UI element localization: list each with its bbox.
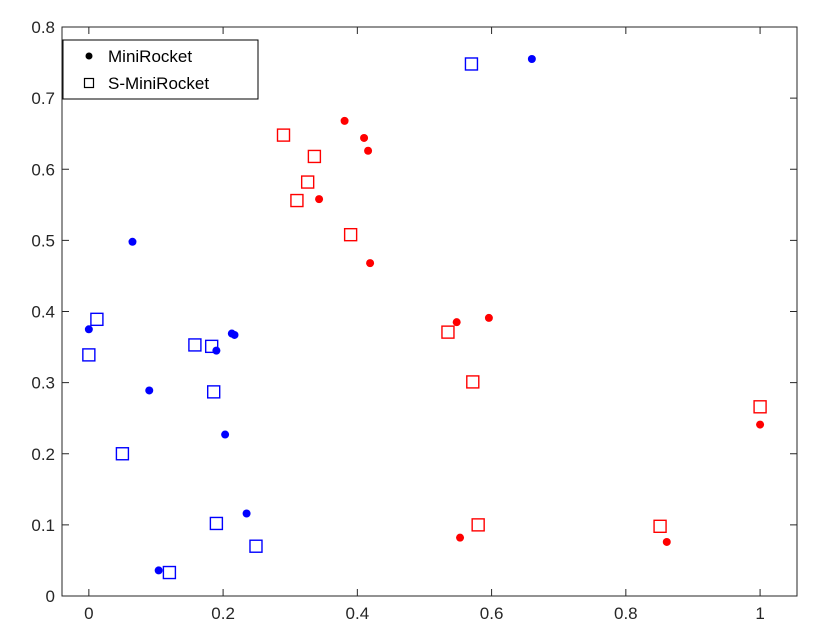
x-tick-label: 0.4 [346, 604, 370, 623]
y-tick-label: 0.6 [31, 160, 55, 179]
legend-marker [85, 52, 93, 60]
minirocket-point [662, 537, 671, 546]
minirocket-point [456, 533, 465, 542]
minirocket-point [527, 55, 536, 64]
minirocket-point [452, 318, 461, 327]
minirocket-point [84, 325, 93, 334]
minirocket-point [128, 237, 137, 246]
y-tick-label: 0.5 [31, 231, 55, 250]
s-minirocket-point [188, 338, 202, 352]
s-minirocket-point [466, 375, 480, 389]
minirocket-point [230, 330, 239, 339]
minirocket-point [212, 346, 221, 355]
x-tick-label: 0 [84, 604, 93, 623]
s-minirocket-point [653, 519, 667, 533]
minirocket-point [756, 420, 765, 429]
s-minirocket-point [471, 518, 485, 532]
y-tick-label: 0.7 [31, 89, 55, 108]
x-tick-label: 0.2 [211, 604, 235, 623]
y-tick-label: 0.2 [31, 445, 55, 464]
minirocket-point [340, 116, 349, 125]
minirocket-point [145, 386, 154, 395]
s-minirocket-point [209, 516, 224, 531]
x-tick-label: 0.6 [480, 604, 504, 623]
legend-marker [83, 77, 95, 89]
legend-box [62, 39, 259, 100]
s-minirocket-point [115, 447, 130, 461]
axis-ticks: 0 0.2 0.4 0.6 0.8 1 0 0.1 0.2 0.3 0.4 0.5 0.6 0.7 0.8 [31, 18, 797, 623]
y-tick-label: 0.8 [31, 18, 55, 37]
s-minirocket-point [162, 565, 177, 580]
y-tick-label: 0.1 [31, 516, 55, 535]
s-minirocket-point [753, 400, 767, 414]
s-minirocket-point [276, 128, 291, 142]
y-tick-label: 0.4 [31, 303, 55, 322]
s-minirocket-point [290, 193, 304, 208]
s-minirocket-point [82, 348, 96, 362]
s-minirocket-point [343, 227, 358, 242]
legend-label: MiniRocket [108, 47, 192, 66]
minirocket-point [364, 146, 373, 155]
minirocket-point [360, 133, 369, 142]
s-minirocket-point [249, 539, 263, 553]
legend: MiniRocket S-MiniRocket [62, 39, 259, 100]
data-points [82, 55, 767, 580]
x-tick-label: 0.8 [614, 604, 638, 623]
s-minirocket-point [441, 325, 455, 339]
minirocket-point [366, 259, 375, 268]
y-tick-label: 0 [46, 587, 55, 606]
minirocket-point [484, 313, 493, 322]
minirocket-point [242, 509, 251, 518]
legend-label: S-MiniRocket [108, 74, 209, 93]
s-minirocket-point [204, 339, 219, 354]
s-minirocket-point [90, 312, 104, 327]
s-minirocket-point [206, 385, 221, 399]
minirocket-point [221, 430, 230, 439]
y-tick-label: 0.3 [31, 374, 55, 393]
s-minirocket-point [300, 175, 315, 189]
minirocket-point [315, 195, 324, 204]
x-tick-label: 1 [755, 604, 764, 623]
minirocket-point [154, 566, 163, 575]
s-minirocket-point [307, 149, 322, 164]
s-minirocket-point [464, 57, 479, 71]
